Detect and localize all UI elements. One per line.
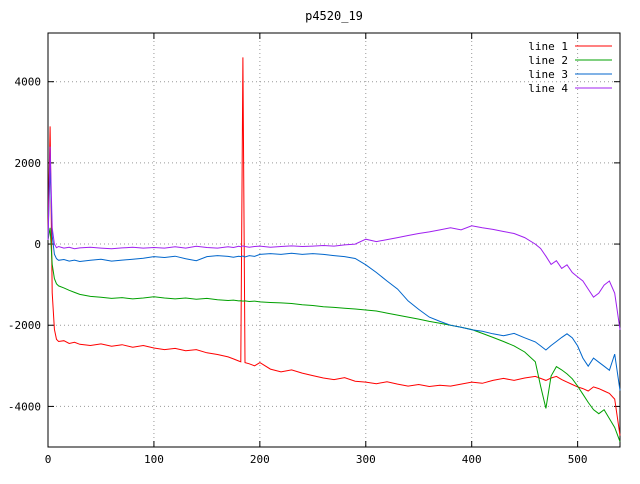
legend-label: line 3 — [528, 68, 568, 81]
y-tick-label: 0 — [34, 238, 41, 251]
chart-title: p4520_19 — [305, 9, 363, 23]
series-line-3 — [47, 164, 621, 391]
x-tick-label: 0 — [45, 453, 52, 466]
x-tick-label: 400 — [462, 453, 482, 466]
x-tick-label: 500 — [568, 453, 588, 466]
series-line-2 — [47, 227, 621, 442]
x-tick-label: 200 — [250, 453, 270, 466]
x-tick-label: 100 — [144, 453, 164, 466]
legend-label: line 4 — [528, 82, 568, 95]
series-line-4 — [47, 146, 621, 330]
legend-label: line 1 — [528, 40, 568, 53]
y-tick-label: -4000 — [8, 400, 41, 413]
plot-border — [47, 32, 621, 448]
y-tick-label: 4000 — [15, 76, 42, 89]
legend-label: line 2 — [528, 54, 568, 67]
series-line-1 — [47, 57, 621, 436]
y-tick-label: 2000 — [15, 157, 42, 170]
x-tick-label: 300 — [356, 453, 376, 466]
y-tick-label: -2000 — [8, 319, 41, 332]
